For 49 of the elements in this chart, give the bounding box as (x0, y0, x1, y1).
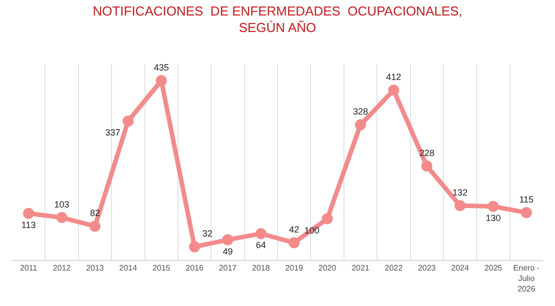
point (421, 160, 432, 172)
x-tick-label: Enero - Julio 2026 (513, 264, 540, 294)
data-label: 115 (519, 194, 534, 204)
data-label: 435 (154, 62, 169, 73)
data-label: 132 (452, 187, 468, 198)
chart-title: NOTIFICACIONES DE ENFERMEDADES OCUPACIONALES, SEGÚN AÑO (92, 3, 462, 36)
point (454, 200, 466, 212)
data-label: 100 (304, 225, 320, 236)
data-label: 337 (105, 128, 120, 138)
point (156, 75, 167, 86)
x-tick-label: 2025 (484, 264, 503, 273)
x-tick-label: 2020 (318, 264, 337, 273)
data-label: 42 (289, 224, 300, 235)
data-label: 32 (202, 228, 212, 239)
data-label: 130 (486, 213, 501, 224)
data-label: 412 (386, 72, 402, 82)
point (122, 116, 134, 127)
data-label: 49 (222, 246, 233, 256)
data-label: 328 (352, 106, 368, 117)
point (388, 84, 400, 96)
x-tick-label: 2021 (352, 264, 370, 273)
point (520, 207, 532, 218)
data-label: 103 (54, 199, 70, 210)
x-tick-label: 2024 (451, 264, 470, 273)
x-tick-label: 2017 (218, 264, 238, 273)
point (189, 241, 200, 252)
point (322, 213, 333, 224)
point (222, 234, 234, 246)
x-tick-label: 2023 (418, 264, 436, 273)
x-tick-label: 2018 (252, 264, 270, 273)
point (488, 200, 499, 212)
x-tick-label: 2012 (52, 264, 72, 273)
point (89, 220, 100, 232)
data-label: 82 (90, 208, 100, 218)
point (288, 237, 300, 248)
data-label: 113 (21, 220, 36, 230)
x-tick-label: 2015 (152, 264, 171, 273)
x-tick-label: 2014 (119, 264, 138, 273)
x-tick-label: 2016 (186, 264, 204, 273)
data-label: 64 (256, 240, 266, 250)
x-tick-label: 2013 (86, 264, 104, 273)
x-tick-label: 2019 (285, 264, 304, 273)
data-label: 228 (419, 148, 434, 158)
point (23, 208, 34, 219)
x-tick-label: 2011 (20, 264, 38, 273)
x-tick-label: 2022 (384, 264, 404, 273)
point (354, 119, 366, 130)
point (255, 228, 266, 240)
point (56, 212, 68, 224)
